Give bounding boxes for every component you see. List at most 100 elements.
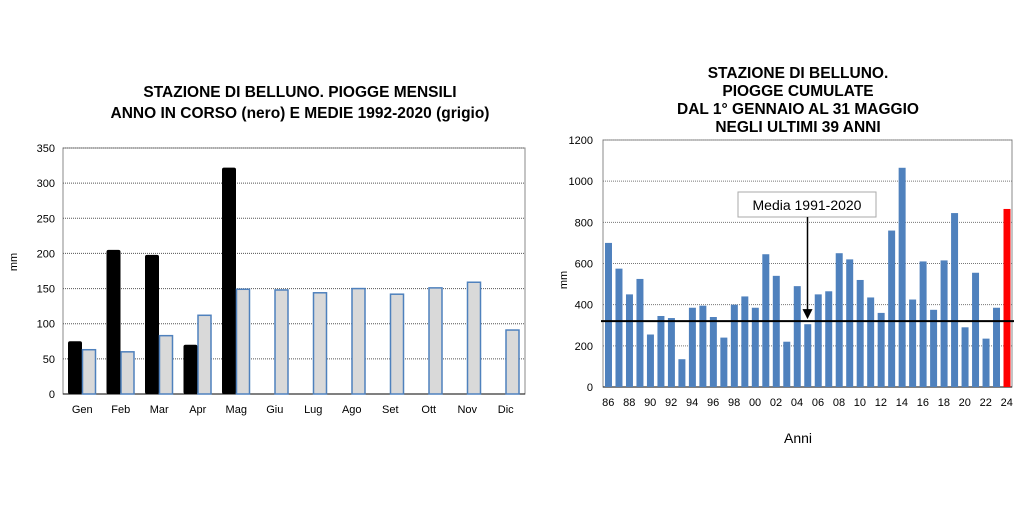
year-bar bbox=[814, 294, 822, 387]
year-bar bbox=[688, 307, 696, 387]
average-bar bbox=[274, 289, 289, 395]
year-bar bbox=[730, 304, 738, 387]
current-year-bar bbox=[68, 341, 82, 394]
left-title-line-1: STAZIONE DI BELLUNO. PIOGGE MENSILI bbox=[143, 84, 456, 101]
left-y-tick-label: 0 bbox=[49, 389, 55, 401]
right-x-tick-label: 94 bbox=[686, 397, 698, 409]
average-bar bbox=[81, 348, 97, 395]
right-title-line-3: DAL 1° GENNAIO AL 31 MAGGIO bbox=[677, 101, 919, 118]
right-x-tick-label: 98 bbox=[728, 397, 740, 409]
average-bar bbox=[235, 288, 251, 395]
mean-arrow-head bbox=[802, 309, 813, 320]
right-y-tick-label: 1000 bbox=[569, 176, 593, 188]
mean-label-box bbox=[737, 191, 877, 218]
right-y-tick-label: 400 bbox=[575, 300, 593, 312]
average-bar bbox=[197, 314, 212, 395]
right-x-tick-label: 90 bbox=[644, 397, 656, 409]
year-bar bbox=[877, 312, 885, 387]
year-bar bbox=[615, 268, 623, 387]
left-y-tick-label: 350 bbox=[37, 143, 55, 155]
year-bar bbox=[993, 307, 1001, 387]
year-bar bbox=[909, 299, 917, 387]
year-bar bbox=[657, 315, 665, 387]
average-bar bbox=[351, 287, 366, 395]
year-bar bbox=[720, 337, 728, 387]
year-bar bbox=[646, 334, 654, 387]
left-x-tick-label: Gen bbox=[72, 404, 93, 416]
year-bar bbox=[699, 305, 707, 387]
right-title-line-1: STAZIONE DI BELLUNO. bbox=[708, 65, 889, 82]
year-bar bbox=[898, 167, 906, 387]
left-x-tick-label: Nov bbox=[457, 404, 477, 416]
right-x-tick-label: 22 bbox=[980, 397, 992, 409]
year-bar bbox=[678, 359, 686, 387]
right-x-tick-label: 16 bbox=[917, 397, 929, 409]
year-bar bbox=[888, 230, 896, 387]
current-year-bar bbox=[106, 249, 121, 394]
average-bar bbox=[158, 334, 174, 395]
left-x-tick-label: Ott bbox=[421, 404, 436, 416]
year-bar bbox=[825, 291, 833, 387]
right-y-tick-label: 600 bbox=[575, 259, 593, 271]
right-x-tick-label: 04 bbox=[791, 397, 803, 409]
left-x-tick-label: Dic bbox=[498, 404, 514, 416]
average-bar bbox=[466, 281, 482, 395]
right-x-tick-label: 12 bbox=[875, 397, 887, 409]
right-x-tick-label: 06 bbox=[812, 397, 824, 409]
average-bar bbox=[505, 329, 520, 395]
right-x-tick-label: 86 bbox=[602, 397, 614, 409]
right-y-tick-label: 800 bbox=[575, 217, 593, 229]
right-x-tick-label: 18 bbox=[938, 397, 950, 409]
left-x-tick-label: Apr bbox=[189, 404, 206, 416]
year-bar bbox=[982, 338, 990, 387]
right-y-tick-label: 0 bbox=[587, 382, 593, 394]
left-x-tick-label: Mar bbox=[150, 404, 169, 416]
left-y-tick-label: 100 bbox=[37, 319, 55, 331]
right-title-line-4: NEGLI ULTIMI 39 ANNI bbox=[715, 119, 880, 136]
right-y-tick-label: 1200 bbox=[569, 135, 593, 147]
right-title-line-2: PIOGGE CUMULATE bbox=[722, 83, 873, 100]
year-bar bbox=[772, 275, 780, 387]
left-y-tick-label: 200 bbox=[37, 248, 55, 260]
year-bar bbox=[783, 341, 791, 387]
cumulative-rain-chart: STAZIONE DI BELLUNO. PIOGGE CUMULATE DAL… bbox=[558, 65, 1014, 446]
left-x-tick-label: Lug bbox=[304, 404, 322, 416]
monthly-rain-chart: STAZIONE DI BELLUNO. PIOGGE MENSILI ANNO… bbox=[8, 84, 526, 416]
average-bar bbox=[428, 287, 443, 395]
left-x-tick-label: Mag bbox=[226, 404, 247, 416]
left-x-tick-label: Giu bbox=[266, 404, 283, 416]
right-x-tick-label: 02 bbox=[770, 397, 782, 409]
average-bar bbox=[120, 351, 135, 395]
right-x-tick-label: 24 bbox=[1001, 397, 1013, 409]
year-bar bbox=[919, 261, 927, 387]
right-x-axis-label: Anni bbox=[784, 430, 812, 446]
right-x-tick-label: 08 bbox=[833, 397, 845, 409]
year-bar bbox=[1003, 208, 1011, 387]
right-x-tick-label: 92 bbox=[665, 397, 677, 409]
year-bar bbox=[667, 318, 675, 387]
year-bar bbox=[751, 307, 759, 387]
year-bar bbox=[867, 297, 875, 387]
right-y-tick-label: 200 bbox=[575, 341, 593, 353]
left-x-tick-label: Set bbox=[382, 404, 399, 416]
year-bar bbox=[951, 213, 959, 387]
year-bar bbox=[804, 324, 812, 387]
right-y-axis-label: mm bbox=[558, 271, 570, 289]
year-bar bbox=[940, 260, 948, 387]
left-y-tick-label: 50 bbox=[43, 354, 55, 366]
year-bar bbox=[835, 253, 843, 387]
right-x-tick-label: 00 bbox=[749, 397, 761, 409]
mean-label: Media 1991-2020 bbox=[753, 197, 862, 213]
year-bar bbox=[856, 279, 864, 387]
year-bar bbox=[972, 272, 980, 387]
left-title-line-2: ANNO IN CORSO (nero) E MEDIE 1992-2020 (… bbox=[111, 105, 490, 122]
left-y-tick-label: 250 bbox=[37, 213, 55, 225]
right-x-tick-label: 20 bbox=[959, 397, 971, 409]
year-bar bbox=[709, 317, 717, 387]
year-bar bbox=[605, 242, 612, 387]
average-bar bbox=[389, 293, 405, 395]
year-bar bbox=[625, 294, 633, 387]
current-year-bar bbox=[222, 167, 236, 394]
